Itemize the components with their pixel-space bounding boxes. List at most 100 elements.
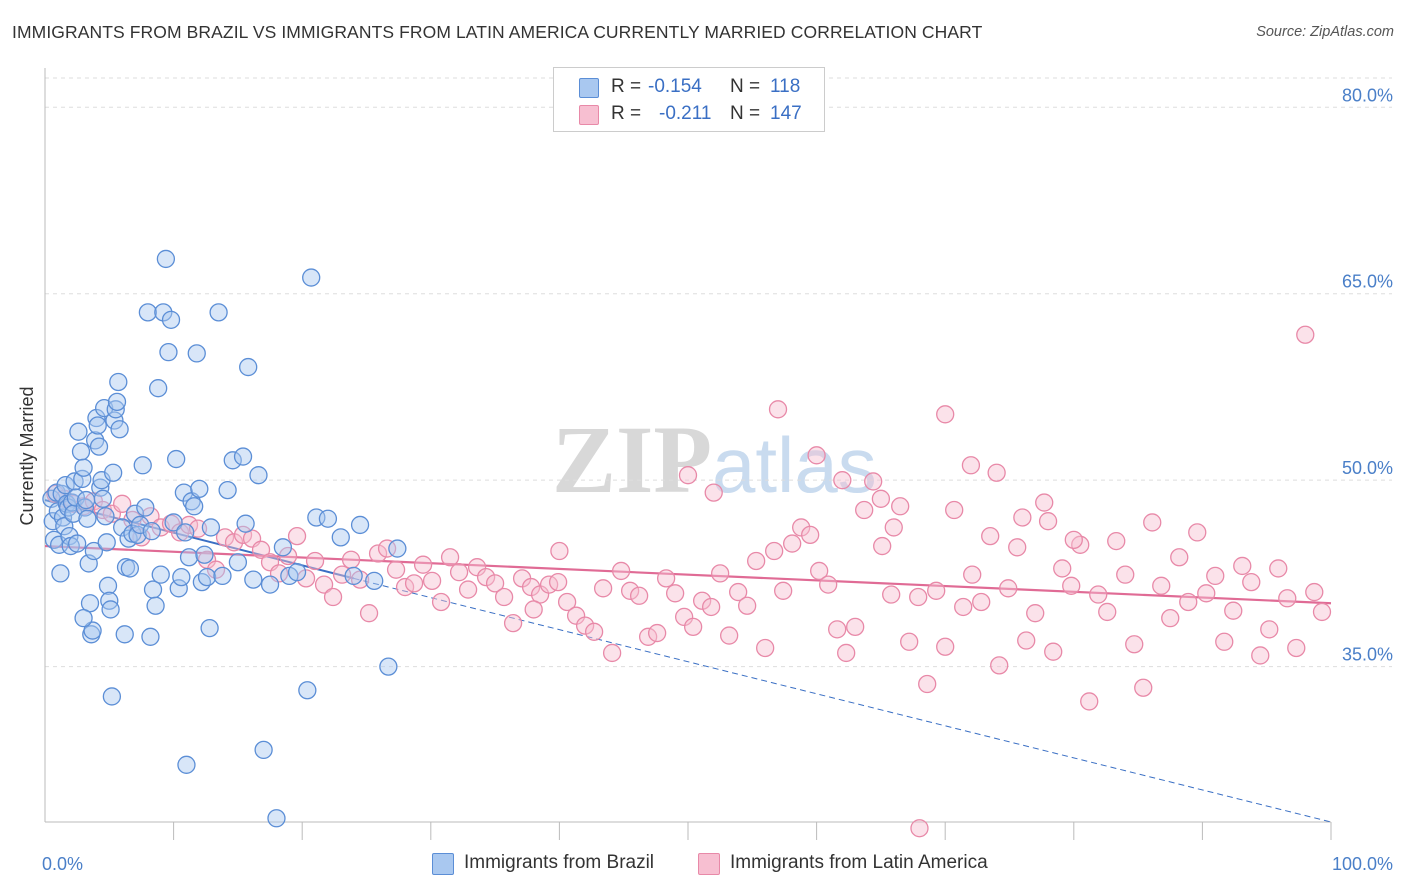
legend-swatch-latin	[579, 105, 599, 125]
point-latin	[638, 627, 658, 646]
point-brazil	[51, 564, 70, 583]
point-latin	[864, 472, 883, 491]
point-latin	[720, 626, 739, 645]
point-brazil	[113, 518, 132, 537]
legend-n-value: 147	[770, 103, 802, 124]
point-latin	[449, 563, 469, 582]
point-latin	[891, 497, 910, 516]
point-latin	[961, 456, 981, 475]
point-latin	[1116, 565, 1135, 584]
point-brazil	[101, 600, 120, 619]
point-brazil	[91, 478, 110, 497]
point-brazil	[169, 579, 188, 598]
point-brazil	[93, 489, 113, 508]
point-latin	[810, 561, 829, 581]
point-brazil	[156, 249, 176, 269]
point-latin	[729, 582, 748, 602]
point-latin	[524, 600, 543, 619]
axis-labels: 35.0% 50.0% 65.0% 80.0% 0.0% 100.0% Currently …	[17, 85, 1393, 874]
point-latin	[548, 572, 568, 592]
legend-r-label: R =	[611, 103, 642, 124]
point-latin	[936, 637, 955, 656]
point-latin	[819, 575, 838, 594]
point-brazil	[287, 563, 307, 582]
point-latin	[756, 638, 775, 658]
point-latin	[485, 574, 505, 593]
point-brazil	[56, 476, 75, 495]
point-latin	[837, 643, 856, 663]
point-brazil	[267, 809, 286, 828]
point-latin	[1026, 604, 1045, 623]
point-brazil	[161, 310, 181, 329]
point-latin	[704, 483, 723, 502]
point-brazil	[213, 566, 232, 586]
point-brazil	[115, 625, 134, 644]
point-brazil	[200, 618, 219, 638]
point-latin	[1161, 609, 1180, 628]
point-latin	[404, 574, 424, 593]
point-brazil	[74, 609, 93, 628]
point-brazil	[136, 498, 155, 517]
point-latin	[936, 405, 955, 424]
point-latin	[1179, 592, 1198, 612]
legend-r-value: -0.154	[648, 76, 702, 97]
point-brazil	[185, 497, 204, 516]
point-latin	[1278, 589, 1297, 608]
point-latin	[1053, 559, 1072, 578]
point-brazil	[236, 514, 255, 533]
point-brazil	[120, 559, 140, 578]
point-latin	[440, 548, 460, 567]
point-latin	[900, 632, 919, 651]
point-brazil	[209, 303, 228, 322]
point-brazil	[97, 533, 116, 552]
chart-title: IMMIGRANTS FROM BRAZIL VS IMMIGRANTS FRO…	[12, 22, 983, 42]
point-latin	[377, 539, 397, 558]
point-latin	[476, 567, 496, 587]
point-brazil	[233, 447, 253, 466]
point-brazil	[107, 392, 127, 412]
point-brazil	[344, 566, 363, 586]
point-latin	[1305, 582, 1324, 602]
point-latin	[1013, 508, 1032, 527]
point-latin	[945, 500, 964, 520]
point-latin	[1251, 646, 1270, 665]
point-latin	[113, 494, 132, 513]
point-latin	[584, 622, 604, 641]
point-latin	[557, 592, 577, 612]
point-latin	[882, 585, 901, 604]
point-latin	[1035, 493, 1054, 512]
point-brazil	[260, 575, 280, 594]
point-latin	[1152, 576, 1171, 595]
point-brazil	[141, 627, 160, 646]
source-label: Source: ZipAtlas.com	[1256, 24, 1394, 40]
point-brazil	[239, 357, 258, 377]
point-latin	[611, 561, 631, 581]
point-brazil	[192, 572, 212, 592]
point-latin	[1170, 548, 1189, 567]
point-brazil	[331, 528, 350, 547]
point-brazil	[151, 565, 170, 584]
point-latin	[972, 592, 991, 612]
point-brazil	[131, 515, 150, 535]
point-latin	[359, 604, 379, 623]
point-latin	[413, 555, 433, 574]
bottom-legend-swatch-brazil	[432, 853, 454, 875]
y-tick-label: 35.0%	[1342, 645, 1393, 665]
point-latin	[701, 597, 721, 617]
point-latin	[1098, 602, 1117, 622]
trend-line-brazil-extension	[353, 577, 1332, 823]
point-latin	[765, 541, 784, 561]
bottom-legend-swatch-latin	[698, 853, 720, 875]
point-latin	[846, 617, 865, 637]
point-brazil	[138, 303, 158, 322]
point-brazil	[98, 576, 118, 595]
point-brazil	[197, 567, 217, 587]
point-brazil	[190, 479, 209, 499]
point-latin	[278, 546, 298, 566]
point-latin	[1125, 635, 1144, 654]
point-latin	[1188, 523, 1207, 542]
point-latin	[665, 584, 685, 603]
trend-line-latin	[44, 544, 1332, 605]
data-points	[42, 249, 1332, 838]
